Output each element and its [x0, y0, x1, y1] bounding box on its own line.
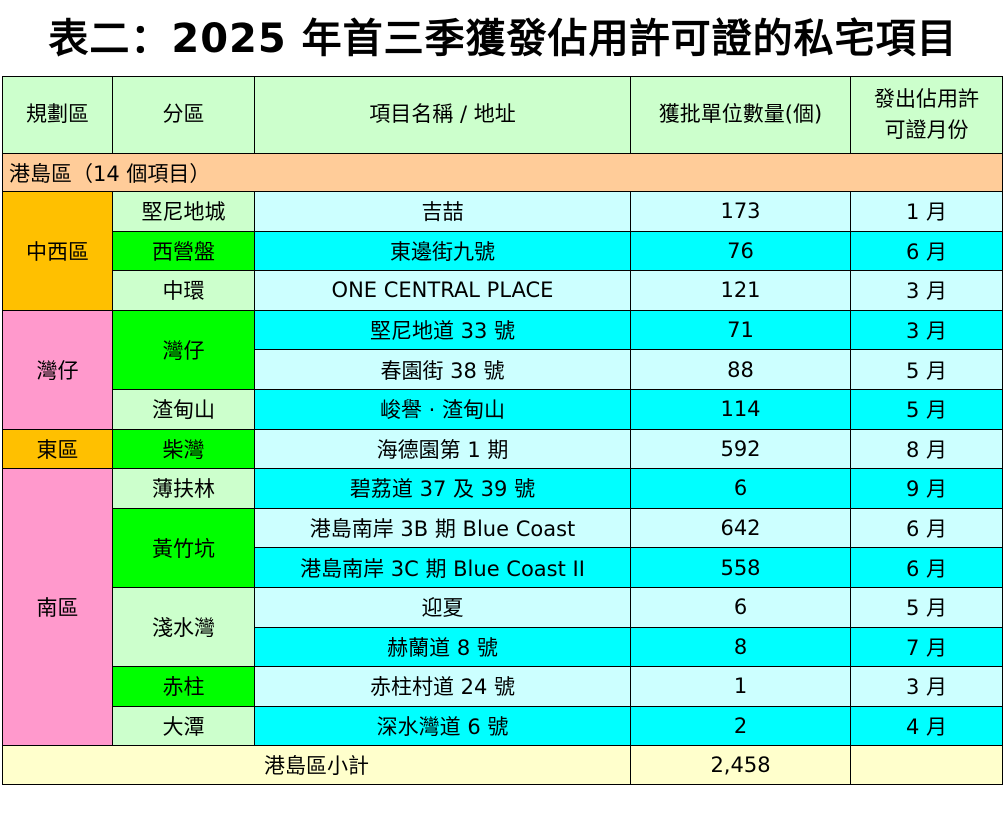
project-cell: 深水灣道 6 號 [254, 705, 631, 747]
section-label: 港島區（14 個項目） [2, 153, 1003, 192]
project-cell: 吉喆 [254, 191, 631, 232]
units-cell: 88 [630, 349, 851, 390]
header-district: 分區 [112, 76, 255, 154]
month-cell: 6 月 [850, 230, 1003, 272]
table-row: 淺水灣 迎夏 6 5 月 [3, 586, 1003, 668]
project-cell: 東邊街九號 [254, 230, 631, 272]
district-cell: 渣甸山 [112, 388, 255, 430]
header-month-line1: 發出佔用許 [874, 86, 979, 111]
month-cell: 6 月 [850, 507, 1003, 549]
units-cell: 114 [630, 388, 851, 430]
table-row: 渣甸山 峻譽 · 渣甸山 114 5 月 [3, 388, 1003, 430]
district-cell: 灣仔 [112, 309, 255, 390]
section-row: 港島區（14 個項目） [2, 153, 1003, 192]
table-row: 東區 柴灣 海德園第 1 期 592 8 月 [2, 428, 1003, 470]
header-units: 獲批單位數量(個) [630, 76, 851, 154]
month-cell: 3 月 [850, 270, 1003, 311]
district-cell: 淺水灣 [112, 586, 255, 668]
region-cell: 東區 [2, 428, 113, 470]
month-cell: 7 月 [850, 626, 1003, 668]
region-cell: 灣仔 [2, 309, 113, 430]
month-cell: 5 月 [850, 586, 1003, 628]
district-cell: 西營盤 [112, 230, 255, 272]
district-cell: 赤柱 [112, 666, 255, 707]
subtotal-month-empty [850, 745, 1003, 786]
units-cell: 8 [630, 626, 851, 668]
table-row: 赫蘭道 8 號 8 7 月 [3, 626, 1003, 668]
table-row: 春園街 38 號 88 5 月 [3, 349, 1003, 390]
project-cell: 峻譽 · 渣甸山 [254, 388, 631, 430]
table-row: 黃竹坑 港島南岸 3B 期 Blue Coast 642 6 月 [3, 507, 1003, 588]
month-cell: 9 月 [850, 468, 1003, 509]
table-row: 大潭 深水灣道 6 號 2 4 月 [3, 705, 1003, 747]
units-cell: 642 [630, 507, 851, 549]
project-cell: 港島南岸 3C 期 Blue Coast II [254, 547, 631, 588]
table-row: 西營盤 東邊街九號 76 6 月 [3, 230, 1003, 272]
district-cell: 堅尼地城 [112, 191, 255, 232]
district-cell: 中環 [112, 270, 255, 311]
table-row: 中西區 堅尼地城 吉喆 173 1 月 [2, 191, 1003, 311]
month-cell: 5 月 [850, 388, 1003, 430]
subtotal-row: 港島區小計 2,458 [2, 745, 1003, 786]
units-cell: 592 [630, 428, 851, 470]
district-cell: 薄扶林 [112, 468, 255, 509]
subtotal-label: 港島區小計 [2, 745, 631, 786]
units-cell: 76 [630, 230, 851, 272]
district-cell: 柴灣 [112, 428, 255, 470]
month-cell: 1 月 [850, 191, 1003, 232]
units-cell: 6 [630, 586, 851, 628]
project-cell: 堅尼地道 33 號 [254, 309, 631, 351]
header-row: 規劃區 分區 項目名稱 / 地址 獲批單位數量(個) 發出佔用許可證月份 [2, 76, 1003, 154]
region-cell: 中西區 [2, 191, 113, 311]
header-region: 規劃區 [2, 76, 113, 154]
units-cell: 71 [630, 309, 851, 351]
table-row: 灣仔 灣仔 堅尼地道 33 號 71 3 月 [2, 309, 1003, 430]
units-cell: 2 [630, 705, 851, 747]
project-cell: 春園街 38 號 [254, 349, 631, 390]
header-month-line2: 可證月份 [884, 118, 969, 142]
page-title: 表二：2025 年首三季獲發佔用許可證的私宅項目 [48, 16, 958, 62]
project-cell: 赫蘭道 8 號 [254, 626, 631, 668]
units-cell: 173 [630, 191, 851, 232]
table-row: 港島南岸 3C 期 Blue Coast II 558 6 月 [3, 547, 1003, 588]
table-row: 南區 薄扶林 碧荔道 37 及 39 號 6 9 月 [2, 468, 1003, 747]
projects-table: 規劃區 分區 項目名稱 / 地址 獲批單位數量(個) 發出佔用許可證月份 港島區… [2, 76, 1003, 786]
header-project: 項目名稱 / 地址 [254, 76, 631, 154]
month-cell: 4 月 [850, 705, 1003, 747]
project-cell: 碧荔道 37 及 39 號 [254, 468, 631, 509]
project-cell: 港島南岸 3B 期 Blue Coast [254, 507, 631, 549]
subtotal-units: 2,458 [630, 745, 851, 786]
district-cell: 黃竹坑 [112, 507, 255, 588]
month-cell: 3 月 [850, 309, 1003, 351]
units-cell: 1 [630, 666, 851, 707]
units-cell: 558 [630, 547, 851, 588]
units-cell: 121 [630, 270, 851, 311]
table-row: 赤柱 赤柱村道 24 號 1 3 月 [3, 666, 1003, 707]
header-month: 發出佔用許 可證月份 [850, 76, 1003, 154]
project-cell: 海德園第 1 期 [254, 428, 631, 470]
project-cell: 迎夏 [254, 586, 631, 628]
project-cell: ONE CENTRAL PLACE [254, 270, 631, 311]
month-cell: 3 月 [850, 666, 1003, 707]
month-cell: 6 月 [850, 547, 1003, 588]
district-cell: 大潭 [112, 705, 255, 747]
project-cell: 赤柱村道 24 號 [254, 666, 631, 707]
month-cell: 8 月 [850, 428, 1003, 470]
month-cell: 5 月 [850, 349, 1003, 390]
region-cell: 南區 [2, 468, 113, 747]
units-cell: 6 [630, 468, 851, 509]
table-row: 中環 ONE CENTRAL PLACE 121 3 月 [3, 270, 1003, 311]
